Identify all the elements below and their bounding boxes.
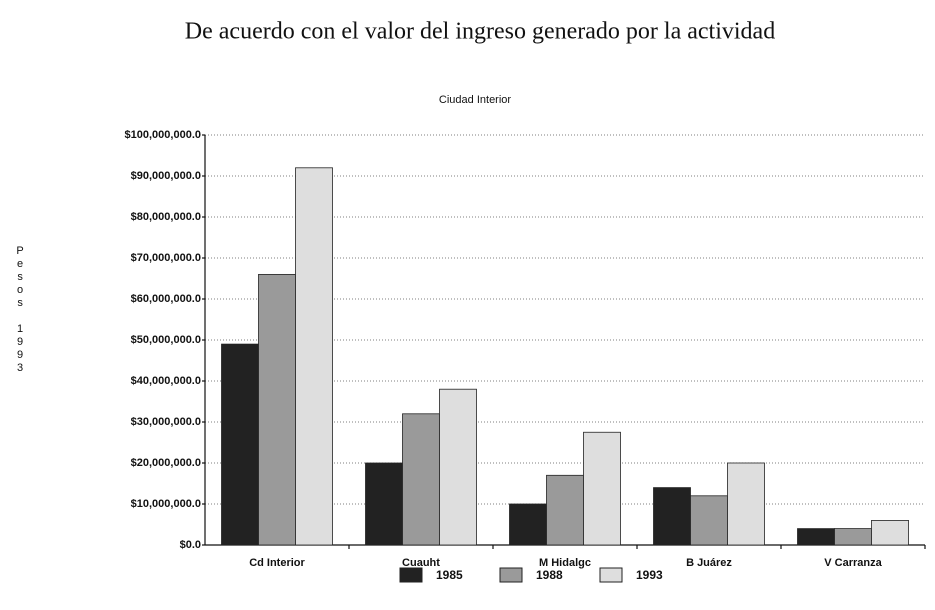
y-axis-label: Pesos 1993	[14, 245, 26, 375]
bar	[509, 503, 547, 546]
y-tick-label: $50,000,000.0	[131, 334, 201, 346]
chart-subtitle: Ciudad Interior	[439, 94, 511, 106]
y-tick-label: $10,000,000.0	[131, 498, 201, 510]
y-tick-label: $20,000,000.0	[131, 457, 201, 469]
bar	[402, 413, 440, 546]
legend-label: 1985	[436, 568, 463, 582]
bar	[653, 487, 691, 546]
bar	[583, 431, 621, 546]
y-tick-label: $30,000,000.0	[131, 416, 201, 428]
x-tick-label: M Hidalgc	[539, 557, 591, 569]
legend-swatch	[499, 567, 523, 583]
bar	[295, 167, 333, 546]
legend-label: 1993	[636, 568, 663, 582]
bar	[871, 520, 909, 546]
y-tick-label: $60,000,000.0	[131, 293, 201, 305]
bar	[690, 495, 728, 546]
y-tick-label: $100,000,000.0	[125, 129, 201, 141]
y-tick-label: $40,000,000.0	[131, 375, 201, 387]
x-tick-label: B Juárez	[686, 557, 732, 569]
y-tick-label: $80,000,000.0	[131, 211, 201, 223]
y-tick-label: $90,000,000.0	[131, 170, 201, 182]
bar	[546, 474, 584, 546]
x-tick-label: Cd Interior	[249, 557, 305, 569]
bar	[439, 388, 477, 546]
legend-swatch	[599, 567, 623, 583]
bar	[727, 462, 765, 546]
bar	[221, 343, 259, 546]
bar	[797, 528, 835, 546]
legend-label: 1988	[536, 568, 563, 582]
bar	[365, 462, 403, 546]
x-tick-label: V Carranza	[824, 557, 882, 569]
chart-title: De acuerdo con el valor del ingreso gene…	[185, 19, 775, 45]
bar	[258, 273, 296, 546]
x-tick-label: Cuauht	[402, 557, 440, 569]
y-tick-label: $0.0	[180, 539, 201, 551]
bar	[834, 528, 872, 546]
legend-swatch	[399, 567, 423, 583]
y-tick-label: $70,000,000.0	[131, 252, 201, 264]
